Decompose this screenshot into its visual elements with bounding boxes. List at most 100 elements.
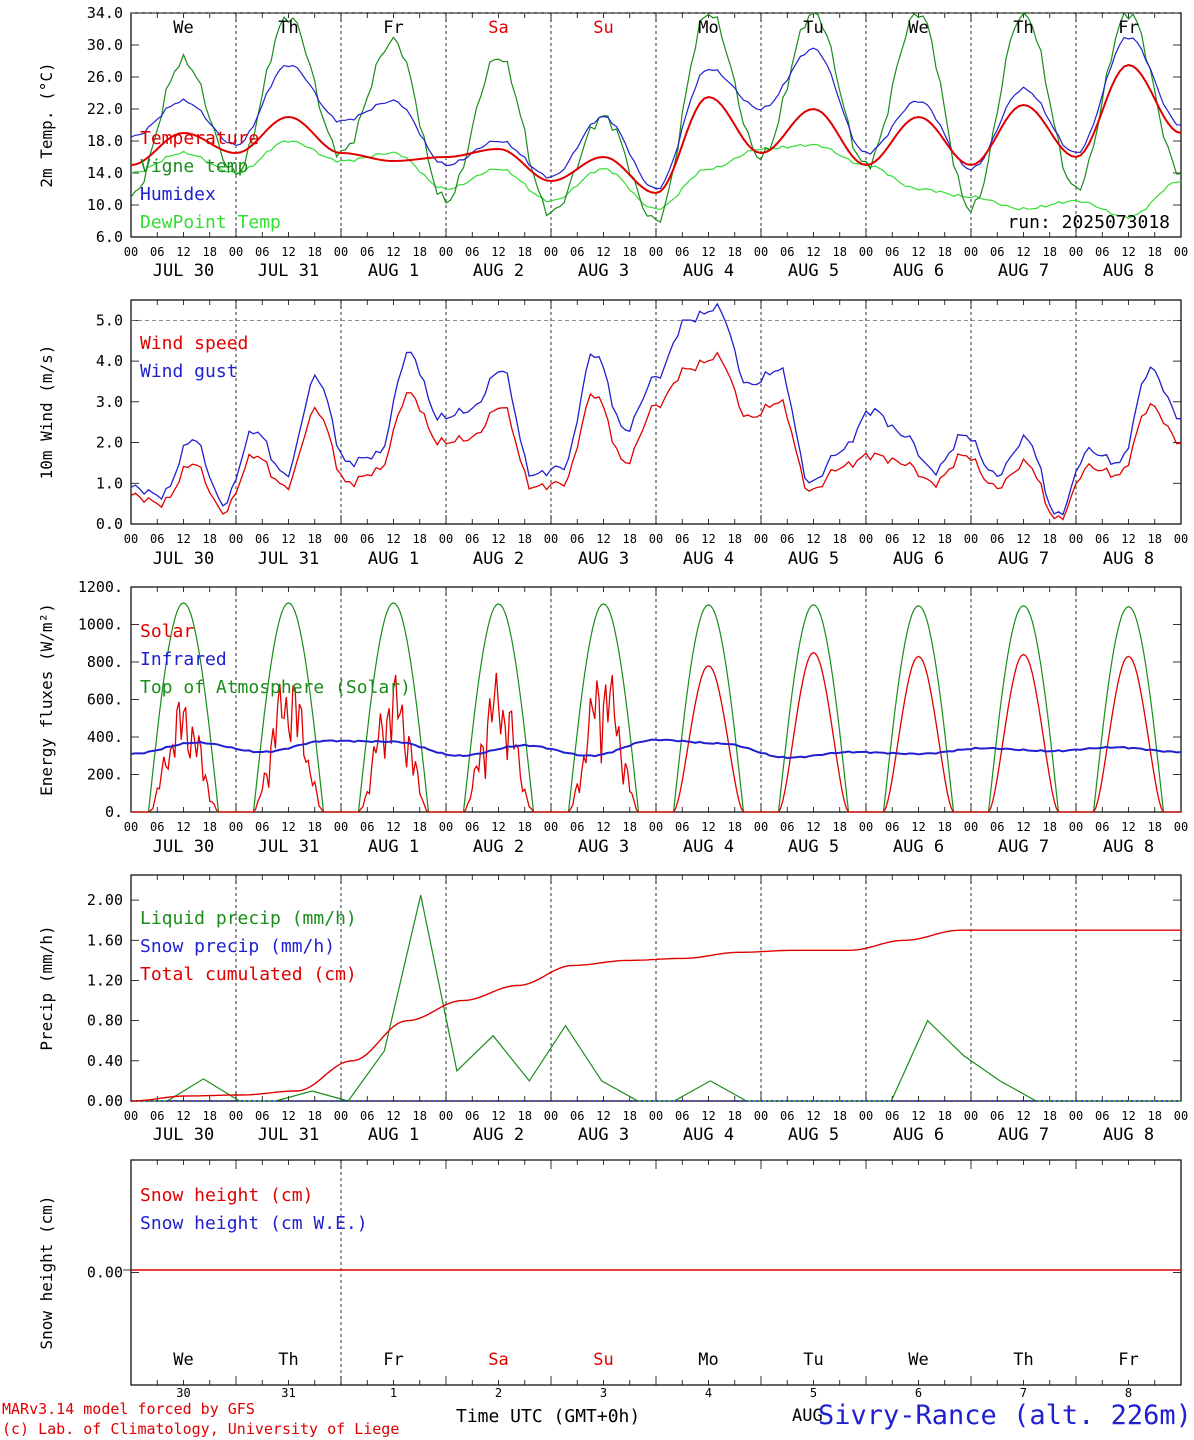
hour-tick-label: 12 (1121, 532, 1135, 546)
hour-tick-label: 06 (255, 245, 269, 259)
hour-tick-label: 00 (229, 1109, 243, 1123)
hour-tick-label: 00 (124, 1109, 138, 1123)
hour-tick-label: 12 (596, 1109, 610, 1123)
series-line-solar (131, 651, 1181, 813)
date-label: AUG 8 (1103, 1125, 1154, 1145)
hour-tick-label: 18 (1043, 1109, 1057, 1123)
hour-tick-label: 18 (308, 820, 322, 834)
y-tick-label: 0.0 (96, 515, 123, 533)
date-label: AUG 6 (893, 549, 944, 569)
hour-tick-label: 00 (754, 245, 768, 259)
bottom-date-label: 1 (390, 1386, 397, 1400)
hour-tick-label: 00 (544, 245, 558, 259)
y-tick-label: 5.0 (96, 311, 123, 329)
y-tick-label: 10.0 (87, 196, 123, 214)
y-tick-label: 18.0 (87, 132, 123, 150)
hour-tick-label: 12 (911, 245, 925, 259)
hour-tick-label: 06 (465, 1109, 479, 1123)
series-line-temperature (130, 63, 1182, 195)
date-label: AUG 5 (788, 1125, 839, 1145)
hour-tick-label: 12 (806, 820, 820, 834)
hour-tick-label: 18 (833, 532, 847, 546)
hour-tick-label: 00 (1174, 532, 1188, 546)
date-label: AUG 8 (1103, 549, 1154, 569)
hour-tick-label: 06 (990, 1109, 1004, 1123)
hour-tick-label: 00 (859, 820, 873, 834)
weekday-label: Sa (488, 1350, 508, 1370)
hour-tick-label: 00 (1174, 245, 1188, 259)
hour-tick-label: 00 (544, 1109, 558, 1123)
y-tick-label: 1.0 (96, 474, 123, 492)
credit-line-2: (c) Lab. of Climatology, University of L… (2, 1420, 400, 1438)
hour-tick-label: 00 (754, 820, 768, 834)
weekday-label: Mo (698, 1350, 718, 1370)
hour-tick-label: 12 (176, 532, 190, 546)
hour-tick-label: 06 (1095, 820, 1109, 834)
hour-tick-label: 18 (728, 820, 742, 834)
hour-tick-label: 12 (1016, 532, 1030, 546)
hour-tick-label: 06 (675, 532, 689, 546)
weekday-label: Th (278, 1350, 298, 1370)
date-label: AUG 2 (473, 837, 524, 857)
weekday-label: Th (1013, 1350, 1033, 1370)
hour-tick-label: 18 (1148, 1109, 1162, 1123)
hour-tick-label: 12 (176, 1109, 190, 1123)
date-label: AUG 5 (788, 261, 839, 281)
hour-tick-label: 06 (675, 1109, 689, 1123)
hour-tick-label: 18 (203, 532, 217, 546)
date-label: AUG 2 (473, 261, 524, 281)
hour-tick-label: 18 (203, 245, 217, 259)
bottom-date-label: 2 (495, 1386, 502, 1400)
hour-tick-label: 00 (1069, 820, 1083, 834)
hour-tick-label: 12 (1121, 820, 1135, 834)
date-label: AUG 7 (998, 261, 1049, 281)
hour-tick-label: 06 (465, 820, 479, 834)
hour-tick-label: 00 (544, 532, 558, 546)
hour-tick-label: 06 (360, 820, 374, 834)
legend-entry-humidex: Humidex (140, 184, 216, 205)
bottom-date-label: 4 (705, 1386, 712, 1400)
weekday-label-top: Mo (698, 18, 718, 38)
hour-tick-label: 12 (281, 245, 295, 259)
hour-tick-label: 18 (938, 1109, 952, 1123)
date-label: AUG 5 (788, 837, 839, 857)
hour-tick-label: 00 (334, 245, 348, 259)
hour-tick-label: 12 (386, 1109, 400, 1123)
legend-entry-liquid-precip-mm-h-: Liquid precip (mm/h) (140, 908, 357, 929)
weekday-label-top: Fr (1118, 18, 1138, 38)
y-tick-label: 26.0 (87, 68, 123, 86)
hour-tick-label: 06 (990, 820, 1004, 834)
bottom-date-label: 5 (810, 1386, 817, 1400)
y-tick-label: 34.0 (87, 4, 123, 22)
hour-tick-label: 00 (859, 532, 873, 546)
weekday-label-top: We (173, 18, 193, 38)
weekday-label: Fr (383, 1350, 403, 1370)
hour-tick-label: 18 (518, 532, 532, 546)
y-axis-label-2: 10m Wind (m/s) (37, 345, 56, 480)
hour-tick-label: 18 (1148, 245, 1162, 259)
hour-tick-label: 06 (360, 1109, 374, 1123)
hour-tick-label: 00 (544, 820, 558, 834)
hour-tick-label: 06 (465, 245, 479, 259)
hour-tick-label: 12 (701, 820, 715, 834)
hour-tick-label: 06 (255, 1109, 269, 1123)
legend-entry-snow-height-cm-: Snow height (cm) (140, 1185, 313, 1206)
weekday-label-top: Fr (383, 18, 403, 38)
weekday-label: Tu (803, 1350, 823, 1370)
hour-tick-label: 18 (938, 245, 952, 259)
bottom-date-label: 3 (600, 1386, 607, 1400)
hour-tick-label: 00 (229, 532, 243, 546)
hour-tick-label: 18 (308, 532, 322, 546)
hour-tick-label: 06 (570, 1109, 584, 1123)
hour-tick-label: 12 (911, 820, 925, 834)
hour-tick-label: 06 (465, 532, 479, 546)
hour-tick-label: 00 (124, 820, 138, 834)
hour-tick-label: 18 (623, 245, 637, 259)
hour-tick-label: 06 (150, 245, 164, 259)
hour-tick-label: 18 (623, 532, 637, 546)
hour-tick-label: 00 (964, 820, 978, 834)
y-tick-label: 0.00 (87, 1264, 123, 1282)
hour-tick-label: 06 (1095, 1109, 1109, 1123)
hour-tick-label: 00 (649, 532, 663, 546)
hour-tick-label: 12 (386, 820, 400, 834)
